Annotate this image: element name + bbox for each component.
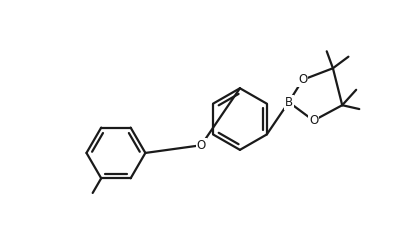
- Text: O: O: [197, 139, 206, 152]
- Text: O: O: [309, 114, 318, 127]
- Text: B: B: [285, 96, 293, 109]
- Text: O: O: [298, 73, 307, 86]
